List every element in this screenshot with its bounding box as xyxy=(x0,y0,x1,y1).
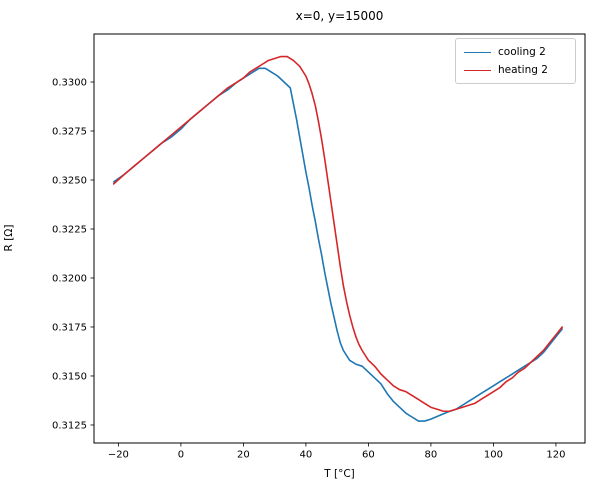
x-tick-label: 40 xyxy=(300,450,313,461)
x-tick-label: 100 xyxy=(484,450,503,461)
series-line-heating-2 xyxy=(112,55,563,413)
legend: cooling 2 heating 2 xyxy=(455,38,576,84)
heating-line-swatch xyxy=(464,69,491,71)
legend-item-cooling: cooling 2 xyxy=(464,43,567,61)
legend-label-heating: heating 2 xyxy=(498,64,548,76)
x-tick-label: 120 xyxy=(546,450,565,461)
y-tick-label: 0.3300 xyxy=(52,78,87,89)
axes-spines xyxy=(93,33,586,444)
legend-label-cooling: cooling 2 xyxy=(498,46,546,58)
y-tick-label: 0.3275 xyxy=(52,127,87,138)
x-tick-label: 20 xyxy=(237,450,250,461)
x-tick-label: 0 xyxy=(178,450,184,461)
y-tick-label: 0.3125 xyxy=(52,420,87,431)
cooling-line-swatch xyxy=(464,51,491,53)
series-line-cooling-2 xyxy=(112,67,563,422)
x-tick-label: 60 xyxy=(362,450,375,461)
y-tick-label: 0.3150 xyxy=(52,371,87,382)
chart-title: x=0, y=15000 xyxy=(295,9,384,23)
x-tick-label: −20 xyxy=(108,450,129,461)
y-tick-label: 0.3250 xyxy=(52,176,87,187)
y-tick-label: 0.3200 xyxy=(52,273,87,284)
x-axis-label: T [°C] xyxy=(324,468,355,480)
y-tick-label: 0.3225 xyxy=(52,224,87,235)
y-tick-label: 0.3175 xyxy=(52,322,87,333)
x-tick-label: 80 xyxy=(425,450,438,461)
legend-item-heating: heating 2 xyxy=(464,61,567,79)
y-axis-label: R [Ω] xyxy=(3,224,15,252)
